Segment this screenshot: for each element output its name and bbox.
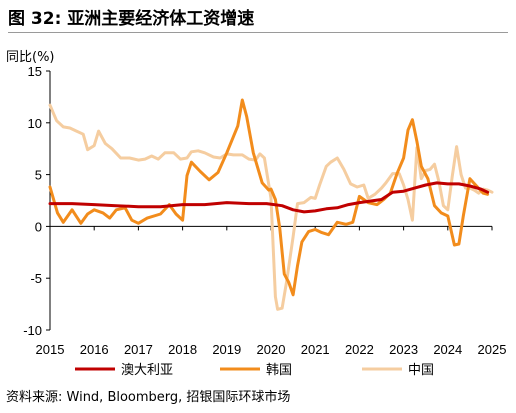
legend: 澳大利亚 韩国 中国 — [75, 362, 434, 378]
x-tick-label: 2022 — [345, 342, 374, 357]
source-note: 资料来源: Wind, Bloomberg, 招银国际环球市场 — [6, 390, 291, 405]
y-tick-label: 0 — [35, 219, 42, 234]
series-lines — [48, 98, 494, 311]
x-tick-label: 2020 — [257, 342, 286, 357]
title-divider — [8, 32, 508, 33]
y-tick-label: -5 — [30, 271, 42, 286]
y-tick-label: 5 — [35, 168, 42, 183]
x-tick-label: 2021 — [301, 342, 330, 357]
x-tick-label: 2023 — [389, 342, 418, 357]
y-tick-label: 15 — [28, 64, 42, 79]
x-tick-label: 2024 — [433, 342, 462, 357]
y-tick-label: 10 — [28, 116, 42, 131]
figure-title: 图 32: 亚洲主要经济体工资增速 — [8, 9, 255, 29]
series-line-australia — [48, 181, 490, 214]
series-line-korea — [48, 98, 490, 297]
x-tick-label: 2015 — [36, 342, 65, 357]
legend-label: 中国 — [408, 363, 434, 378]
y-axis-unit-label: 同比(%) — [6, 50, 55, 65]
x-tick-label: 2018 — [168, 342, 197, 357]
legend-label: 韩国 — [266, 363, 292, 378]
x-tick-label: 2016 — [80, 342, 109, 357]
series-line-china — [48, 103, 494, 311]
x-tick-label: 2025 — [478, 342, 507, 357]
x-tick-label: 2017 — [124, 342, 153, 357]
legend-label: 澳大利亚 — [121, 362, 173, 378]
y-tick-label: -10 — [23, 323, 42, 338]
x-tick-label: 2019 — [212, 342, 241, 357]
